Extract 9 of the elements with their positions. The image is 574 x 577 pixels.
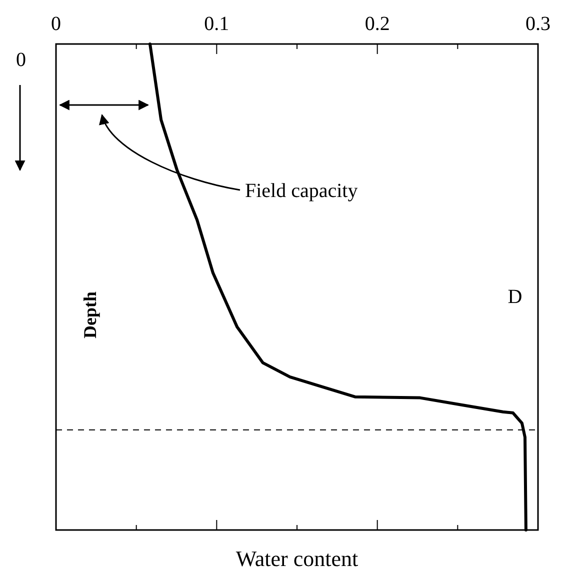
annotation: D xyxy=(508,286,522,308)
x-axis-title: Water content xyxy=(236,546,358,571)
y-axis-title: Depth xyxy=(80,291,100,339)
x-tick-label: 0.2 xyxy=(364,13,390,35)
x-tick-label: 0.1 xyxy=(204,13,230,35)
text: 0 xyxy=(16,49,26,71)
x-tick-label: 0 xyxy=(51,13,61,35)
x-tick-label: 0.3 xyxy=(526,13,550,35)
annotation: Field capacity xyxy=(245,180,358,202)
